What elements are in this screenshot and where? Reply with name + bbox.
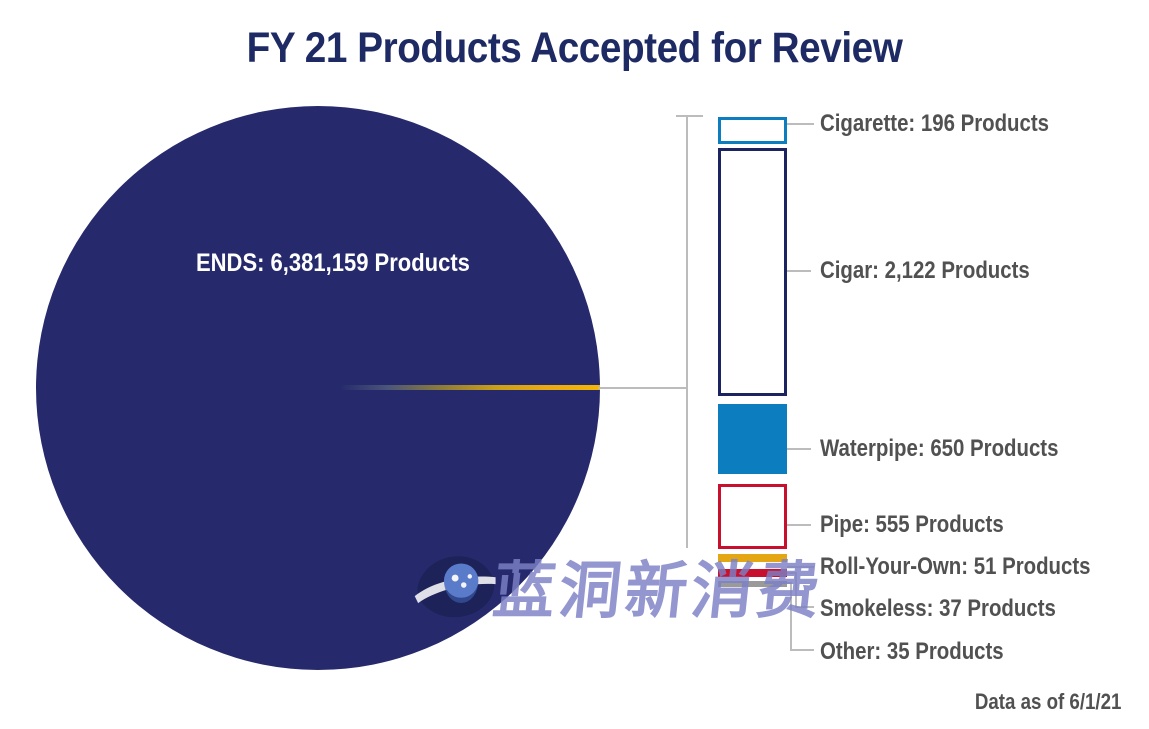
connector-line-top-tick (676, 115, 703, 117)
label-cigarette: Cigarette: 196 Products (820, 110, 1050, 137)
bar-segment-cigarette (718, 117, 787, 144)
label-other: Other: 35 Products (820, 638, 1004, 665)
connector-line-horizontal (598, 387, 688, 389)
pie-label-ends: ENDS: 6,381,159 Products (196, 249, 470, 277)
bar-segment-cigar (718, 148, 787, 396)
leader-line-other-vertical (790, 582, 792, 651)
chart-title: FY 21 Products Accepted for Review (246, 24, 903, 72)
watermark-text: 蓝洞新消费 (489, 554, 828, 627)
leader-line-smokeless (787, 572, 797, 574)
label-smokeless: Smokeless: 37 Products (820, 595, 1056, 622)
leader-line-cigar (787, 270, 811, 272)
bar-segment-pipe (718, 484, 787, 549)
eye-logo-icon (414, 556, 496, 618)
leader-line-roll-your-own (787, 566, 814, 568)
label-cigar: Cigar: 2,122 Products (820, 257, 1030, 284)
bar-segment-waterpipe (718, 404, 787, 474)
bar-segment-roll-your-own (718, 554, 787, 562)
leader-line-pipe (787, 524, 811, 526)
breakout-slice-pointer (340, 385, 600, 390)
leader-line-waterpipe (787, 448, 811, 450)
connector-line-vertical (686, 115, 688, 548)
label-waterpipe: Waterpipe: 650 Products (820, 435, 1059, 462)
leader-line-other (787, 582, 792, 584)
leader-line-cigarette (787, 123, 814, 125)
footnote-data-as-of: Data as of 6/1/21 (974, 689, 1121, 714)
label-roll-your-own: Roll-Your-Own: 51 Products (820, 553, 1091, 580)
leader-line-smokeless-end (795, 606, 814, 608)
label-pipe: Pipe: 555 Products (820, 511, 1004, 538)
bar-segment-other (718, 581, 787, 587)
leader-line-other-end (790, 649, 814, 651)
bar-segment-smokeless (718, 569, 787, 577)
leader-line-smokeless-vertical (795, 572, 797, 608)
